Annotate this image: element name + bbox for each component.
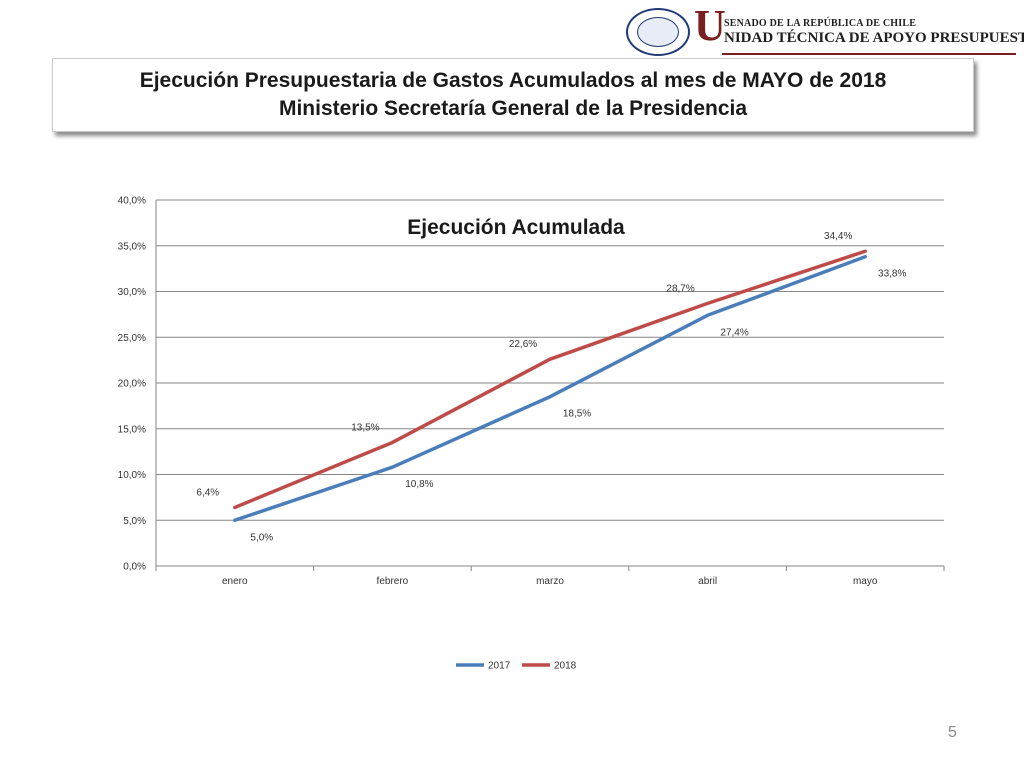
page-subtitle: Ministerio Secretaría General de la Pres… (278, 97, 748, 120)
x-tick-label: abril (698, 576, 717, 587)
y-tick-label: 5,0% (123, 516, 146, 527)
y-tick-label: 20,0% (118, 379, 146, 390)
data-label-2018: 6,4% (196, 487, 219, 498)
data-label-2017: 10,8% (405, 479, 433, 490)
series-line-2017 (233, 254, 867, 522)
y-tick-label: 0,0% (123, 562, 146, 573)
x-tick-label: enero (222, 576, 248, 587)
y-tick-label: 15,0% (118, 424, 146, 435)
page-title: Ejecución Presupuestaria de Gastos Acumu… (139, 69, 887, 92)
logo-rule (722, 53, 1016, 55)
logo-top-text: SENADO DE LA REPÚBLICA DE CHILE (724, 18, 917, 29)
x-tick-label: marzo (536, 576, 564, 587)
data-label-2018: 22,6% (509, 339, 537, 350)
data-label-2018: 28,7% (666, 283, 694, 294)
data-label-2017: 27,4% (720, 327, 748, 338)
series-line-2018 (233, 249, 867, 510)
legend-label-2017: 2017 (488, 661, 511, 672)
senate-logo: U SENADO DE LA REPÚBLICA DE CHILE NIDAD … (626, 4, 1024, 58)
x-tick-label: mayo (853, 576, 878, 587)
y-tick-label: 40,0% (118, 196, 146, 207)
y-tick-label: 10,0% (118, 470, 146, 481)
logo-letter: U (694, 1, 726, 50)
legend-label-2018: 2018 (554, 661, 577, 672)
page-number: 5 (948, 724, 957, 741)
data-label-2018: 34,4% (824, 231, 852, 242)
data-label-2017: 5,0% (250, 532, 273, 543)
data-label-2018: 13,5% (351, 422, 379, 433)
data-label-2017: 33,8% (878, 269, 906, 280)
data-label-2017: 18,5% (563, 409, 591, 420)
senate-seal-icon (626, 8, 690, 56)
y-tick-label: 30,0% (118, 287, 146, 298)
y-tick-label: 35,0% (118, 241, 146, 252)
x-tick-label: febrero (377, 576, 409, 587)
logo-main-text: NIDAD TÉCNICA DE APOYO PRESUPUESTARIO (724, 30, 1024, 46)
y-tick-label: 25,0% (118, 333, 146, 344)
title-box: Ejecución Presupuestaria de Gastos Acumu… (52, 58, 974, 132)
chart-title: Ejecución Acumulada (407, 216, 625, 239)
